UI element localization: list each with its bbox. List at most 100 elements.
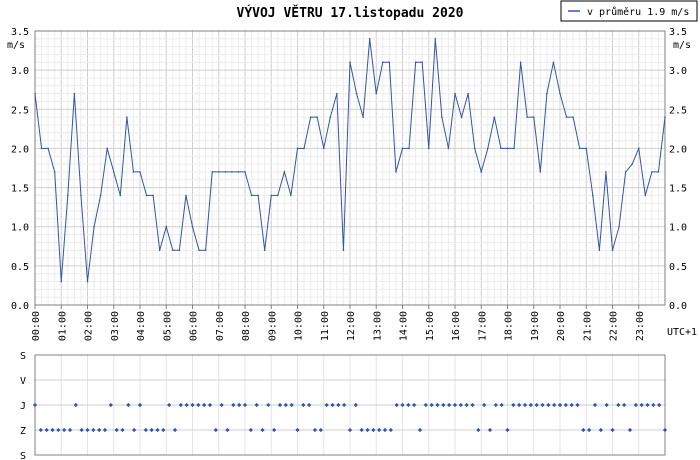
wind-direction-point bbox=[517, 402, 522, 408]
wind-direction-point bbox=[231, 402, 236, 408]
wind-speed-point bbox=[270, 194, 273, 197]
wind-direction-point bbox=[604, 402, 609, 408]
wind-speed-point bbox=[395, 171, 397, 173]
wind-direction-point bbox=[260, 427, 265, 433]
wind-speed-point bbox=[408, 147, 410, 150]
wind-direction-point bbox=[499, 402, 504, 408]
wind-direction-point bbox=[225, 427, 230, 433]
x-tick-label: 18:00 bbox=[504, 311, 515, 341]
wind-direction-point bbox=[353, 402, 358, 408]
wind-speed-point bbox=[322, 147, 325, 150]
wind-speed-point bbox=[73, 92, 76, 95]
wind-speed-point bbox=[401, 147, 404, 150]
y-tick-label-right: 3.0 bbox=[669, 66, 687, 77]
legend-box bbox=[560, 0, 698, 22]
wind-speed-point bbox=[578, 147, 581, 150]
wind-direction-point bbox=[126, 402, 131, 408]
wind-direction-point bbox=[143, 427, 148, 433]
wind-speed-point bbox=[231, 171, 233, 173]
wind-direction-point bbox=[237, 402, 242, 408]
wind-direction-point bbox=[610, 427, 615, 433]
wind-speed-point bbox=[99, 194, 102, 197]
x-tick-label: 17:00 bbox=[477, 311, 488, 341]
wind-speed-point bbox=[204, 249, 207, 251]
wind-direction-point bbox=[178, 402, 183, 408]
wind-speed-point bbox=[250, 194, 253, 197]
wind-speed-point bbox=[513, 147, 515, 150]
wind-speed-point bbox=[60, 280, 63, 283]
wind-speed-point bbox=[93, 225, 95, 228]
wind-direction-point bbox=[511, 402, 516, 408]
wind-speed-point bbox=[158, 249, 161, 251]
wind-speed-point bbox=[112, 171, 115, 173]
wind-direction-point bbox=[470, 402, 475, 408]
wind-direction-point bbox=[639, 402, 644, 408]
wind-speed-point bbox=[480, 171, 483, 173]
wind-speed-point bbox=[565, 116, 568, 118]
wind-direction-point bbox=[295, 427, 300, 433]
wind-speed-point bbox=[532, 116, 535, 118]
wind-direction-point bbox=[73, 402, 78, 408]
wind-direction-point bbox=[62, 427, 67, 433]
wind-direction-point bbox=[324, 402, 329, 408]
y-tick-label-right: 0.0 bbox=[669, 301, 687, 312]
y-tick-label-right: 2.0 bbox=[669, 144, 687, 155]
y-tick-label: 3.5 bbox=[11, 27, 29, 38]
wind-direction-point bbox=[342, 402, 347, 408]
wind-speed-point bbox=[441, 116, 443, 118]
wind-direction-point bbox=[400, 402, 405, 408]
wind-direction-point bbox=[581, 427, 586, 433]
wind-direction-point bbox=[196, 402, 201, 408]
wind-speed-point bbox=[519, 61, 522, 64]
x-tick-label: 23:00 bbox=[635, 311, 646, 341]
wind-direction-point bbox=[365, 427, 370, 433]
y-tick-label-right: 2.5 bbox=[669, 105, 687, 116]
legend-label: v průměru 1.9 m/s bbox=[587, 6, 689, 18]
y-unit-right: m/s bbox=[673, 40, 691, 51]
wind-direction-point bbox=[167, 402, 172, 408]
wind-direction-point bbox=[569, 402, 574, 408]
x-tick-label: 10:00 bbox=[294, 311, 305, 341]
wind-direction-point bbox=[493, 402, 498, 408]
wind-direction-point bbox=[50, 427, 55, 433]
y-tick-label-right: 1.0 bbox=[669, 223, 687, 234]
chart-title: VÝVOJ VĚTRU 17.listopadu 2020 bbox=[237, 5, 464, 21]
x-tick-label: 00:00 bbox=[31, 311, 42, 341]
wind-speed-point bbox=[224, 171, 227, 173]
wind-direction-point bbox=[330, 402, 335, 408]
wind-direction-point bbox=[85, 427, 90, 433]
wind-speed-point bbox=[139, 171, 141, 173]
y-tick-label-right: 3.5 bbox=[669, 27, 687, 38]
dir-tick-label: Z bbox=[20, 426, 26, 437]
wind-speed-point bbox=[80, 194, 82, 197]
wind-direction-point bbox=[161, 427, 166, 433]
wind-speed-point bbox=[637, 147, 640, 150]
wind-speed-point bbox=[487, 147, 489, 150]
wind-speed-point bbox=[119, 194, 122, 197]
dir-tick-label: S bbox=[20, 451, 26, 460]
wind-speed-point bbox=[644, 194, 647, 197]
wind-direction-point bbox=[202, 402, 207, 408]
y-tick-label-right: 1.5 bbox=[669, 184, 687, 195]
wind-direction-point bbox=[108, 402, 113, 408]
wind-direction-point bbox=[505, 427, 510, 433]
wind-speed-point bbox=[303, 147, 305, 150]
wind-speed-point bbox=[388, 61, 391, 64]
wind-speed-point bbox=[421, 61, 423, 64]
wind-speed-point bbox=[237, 171, 240, 173]
wind-speed-point bbox=[86, 280, 89, 283]
y-tick-label: 3.0 bbox=[11, 66, 29, 77]
wind-direction-point bbox=[435, 402, 440, 408]
wind-speed-point bbox=[460, 116, 463, 118]
wind-speed-point bbox=[165, 225, 168, 228]
wind-direction-point bbox=[347, 427, 353, 433]
y-tick-label: 1.5 bbox=[11, 184, 29, 195]
wind-direction-point bbox=[307, 402, 312, 408]
y-tick-label: 2.5 bbox=[11, 105, 29, 116]
wind-direction-point bbox=[388, 427, 393, 433]
wind-direction-point bbox=[371, 427, 376, 433]
wind-direction-point bbox=[359, 427, 364, 433]
y-tick-label: 2.0 bbox=[11, 144, 29, 155]
wind-direction-point bbox=[662, 427, 668, 433]
